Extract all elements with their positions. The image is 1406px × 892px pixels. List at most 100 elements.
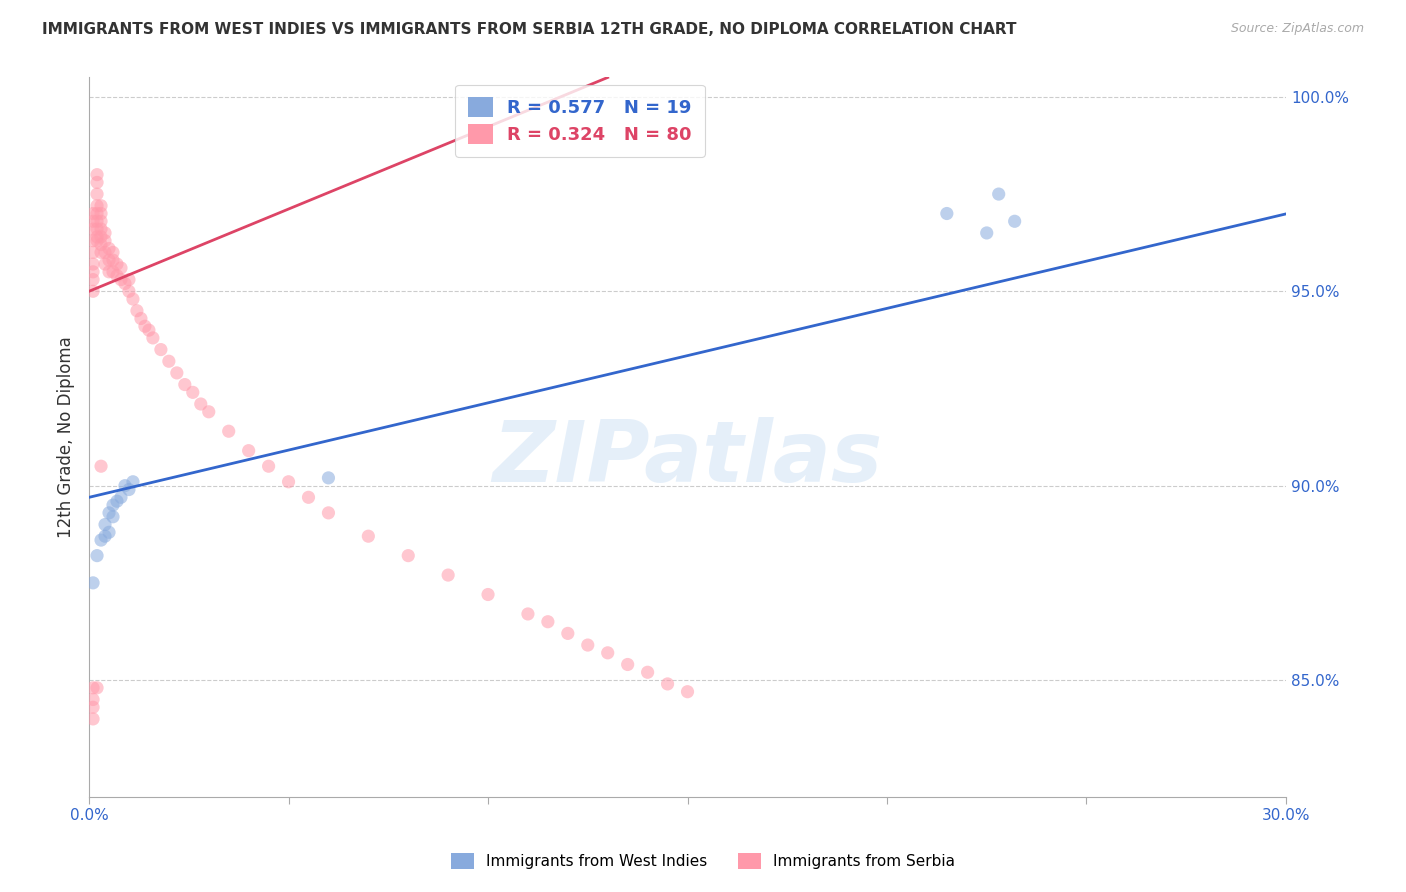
Text: IMMIGRANTS FROM WEST INDIES VS IMMIGRANTS FROM SERBIA 12TH GRADE, NO DIPLOMA COR: IMMIGRANTS FROM WEST INDIES VS IMMIGRANT…	[42, 22, 1017, 37]
Legend: Immigrants from West Indies, Immigrants from Serbia: Immigrants from West Indies, Immigrants …	[444, 847, 962, 875]
Point	[90, 230, 112, 244]
Point	[82, 700, 104, 714]
Point	[596, 646, 619, 660]
Point	[138, 323, 160, 337]
Point	[101, 245, 124, 260]
Point	[98, 506, 121, 520]
Point	[90, 206, 112, 220]
Point	[82, 245, 104, 260]
Point	[297, 491, 319, 505]
Point	[82, 257, 104, 271]
Point	[477, 587, 499, 601]
Point	[122, 292, 145, 306]
Point	[396, 549, 419, 563]
Point	[437, 568, 460, 582]
Point	[118, 285, 141, 299]
Point	[86, 214, 108, 228]
Point	[190, 397, 212, 411]
Point	[82, 575, 104, 590]
Point	[105, 257, 128, 271]
Point	[90, 237, 112, 252]
Point	[94, 234, 117, 248]
Point	[86, 681, 108, 695]
Point	[110, 491, 132, 505]
Point	[82, 712, 104, 726]
Point	[86, 222, 108, 236]
Point	[197, 405, 219, 419]
Point	[110, 260, 132, 275]
Point	[987, 187, 1010, 202]
Point	[218, 424, 240, 438]
Point	[318, 471, 340, 485]
Point	[98, 253, 121, 268]
Point	[101, 265, 124, 279]
Point	[173, 377, 195, 392]
Point	[101, 253, 124, 268]
Point	[82, 681, 104, 695]
Point	[976, 226, 998, 240]
Point	[82, 265, 104, 279]
Point	[149, 343, 172, 357]
Point	[94, 245, 117, 260]
Point	[114, 478, 136, 492]
Text: Source: ZipAtlas.com: Source: ZipAtlas.com	[1230, 22, 1364, 36]
Legend: R = 0.577   N = 19, R = 0.324   N = 80: R = 0.577 N = 19, R = 0.324 N = 80	[456, 85, 704, 157]
Point	[86, 175, 108, 189]
Point	[238, 443, 260, 458]
Point	[125, 303, 148, 318]
Point	[86, 187, 108, 202]
Point	[576, 638, 599, 652]
Point	[129, 311, 152, 326]
Point	[1004, 214, 1026, 228]
Point	[657, 677, 679, 691]
Point	[181, 385, 204, 400]
Point	[90, 222, 112, 236]
Point	[118, 272, 141, 286]
Point	[86, 168, 108, 182]
Point	[516, 607, 538, 621]
Point	[90, 245, 112, 260]
Point	[90, 533, 112, 547]
Point	[98, 242, 121, 256]
Point	[82, 206, 104, 220]
Point	[98, 265, 121, 279]
Point	[86, 206, 108, 220]
Point	[114, 277, 136, 291]
Point	[101, 498, 124, 512]
Point	[105, 268, 128, 283]
Point	[90, 214, 112, 228]
Point	[122, 475, 145, 489]
Point	[94, 257, 117, 271]
Point	[94, 517, 117, 532]
Point	[101, 509, 124, 524]
Point	[105, 494, 128, 508]
Point	[110, 272, 132, 286]
Point	[82, 692, 104, 706]
Point	[82, 285, 104, 299]
Text: ZIPatlas: ZIPatlas	[492, 417, 883, 500]
Point	[142, 331, 165, 345]
Point	[86, 549, 108, 563]
Point	[94, 226, 117, 240]
Point	[118, 483, 141, 497]
Point	[166, 366, 188, 380]
Y-axis label: 12th Grade, No Diploma: 12th Grade, No Diploma	[58, 336, 75, 538]
Point	[616, 657, 638, 672]
Point	[90, 459, 112, 474]
Point	[318, 506, 340, 520]
Point	[82, 234, 104, 248]
Point	[86, 199, 108, 213]
Point	[537, 615, 560, 629]
Point	[935, 206, 957, 220]
Point	[82, 222, 104, 236]
Point	[157, 354, 180, 368]
Point	[637, 665, 659, 680]
Point	[94, 529, 117, 543]
Point	[357, 529, 380, 543]
Point	[86, 234, 108, 248]
Point	[277, 475, 299, 489]
Point	[257, 459, 280, 474]
Point	[557, 626, 579, 640]
Point	[82, 214, 104, 228]
Point	[134, 319, 156, 334]
